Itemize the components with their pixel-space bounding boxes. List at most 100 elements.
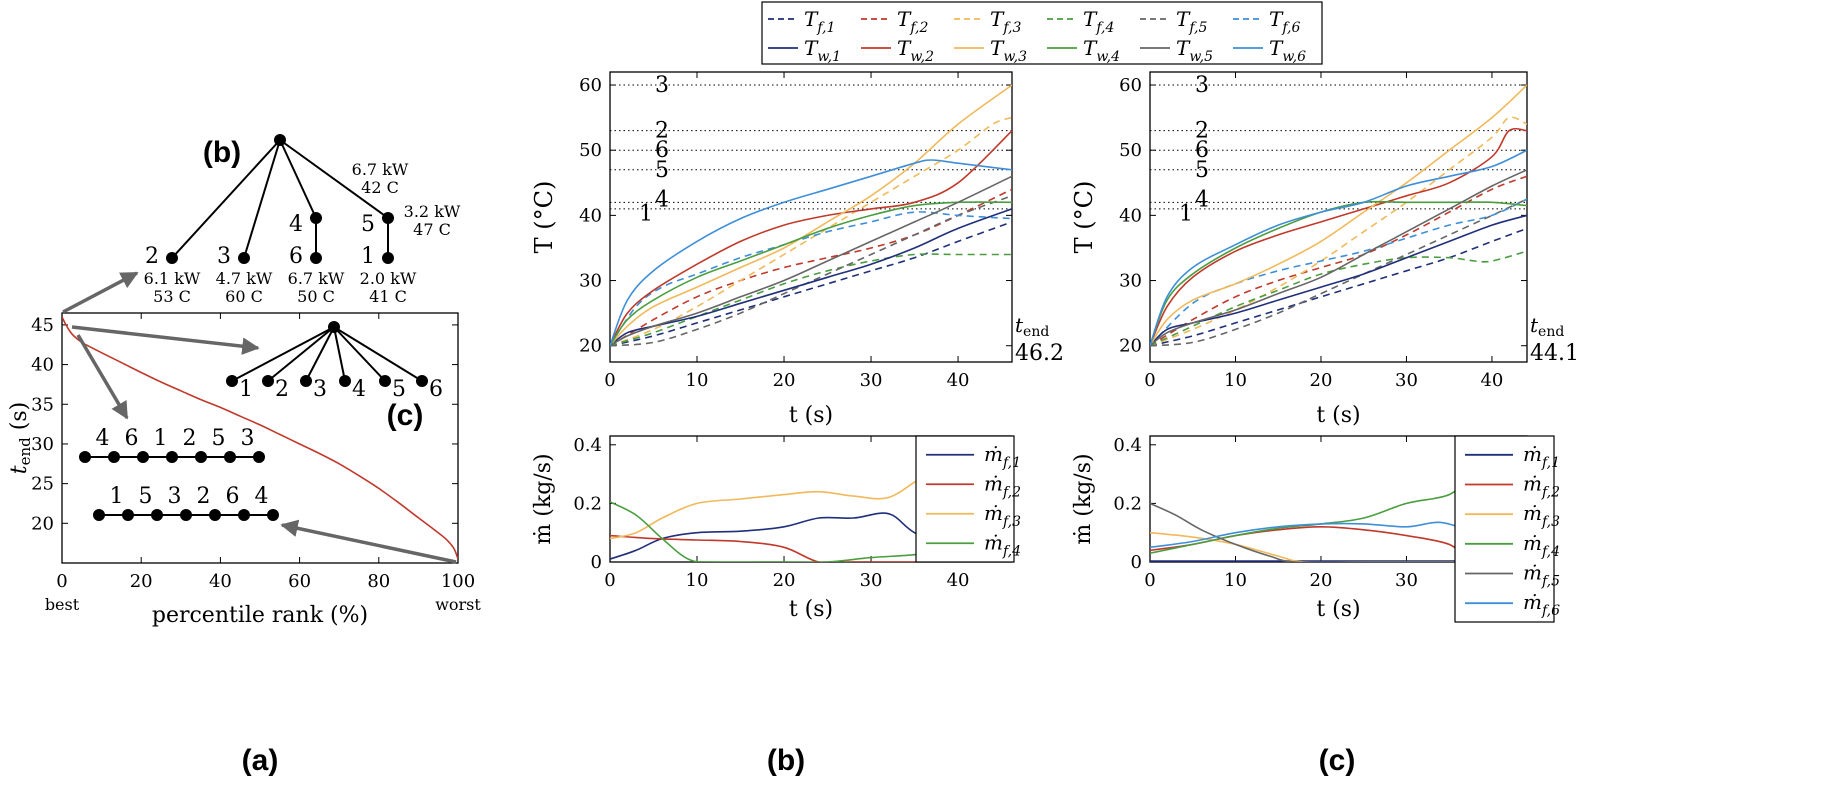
node-power: 6.7 kW: [288, 269, 345, 288]
series-line: [1150, 169, 1527, 347]
legend-entry: ṁf,1: [984, 442, 1021, 471]
y-axis-label: tend (s): [7, 402, 34, 474]
x-tick-label: 20: [773, 370, 796, 391]
y-tick-label: 0: [1131, 552, 1142, 573]
tree-node: [166, 252, 178, 264]
series-line: [1150, 149, 1527, 346]
ticks: 0 10 20 30 40 20 30 40 50 60: [1119, 72, 1527, 391]
ref-label: 4: [655, 187, 669, 212]
ref-label: 3: [655, 73, 669, 98]
node-label: 4: [289, 212, 303, 237]
node-power: 4.7 kW: [216, 269, 273, 288]
y-tick-label: 60: [579, 75, 602, 96]
series-line: [610, 201, 1012, 347]
chart-b-top: 0 10 20 30 40 20 30 40 50 60 3 265 41 T (°C) t (s) tend…: [530, 71, 1064, 428]
legend-entry: Tw,4: [1083, 36, 1120, 65]
legend-entry: Tf,5: [1176, 7, 1207, 36]
series-group: [1150, 84, 1527, 347]
ticks: 0 10 20 30 40 20 30 40 50 60: [579, 72, 1012, 391]
plot-frame: [61, 312, 459, 564]
tree-node: [382, 252, 394, 264]
y-tick-label: 35: [31, 394, 54, 415]
legend-frame: [915, 435, 1015, 563]
reference-lines: 3 265 41: [1150, 73, 1527, 226]
tree-node: [209, 509, 221, 521]
tree-node: [300, 375, 312, 387]
tree-node: [166, 451, 178, 463]
arrow: [71, 325, 260, 355]
series-line: [610, 221, 1012, 347]
chain-1-label: 1: [154, 426, 168, 451]
chain-2-label: 1: [110, 484, 124, 509]
legend-entry: Tf,1: [804, 7, 835, 36]
legend-frame: [1454, 435, 1555, 623]
chain-2-label: 6: [226, 484, 240, 509]
y-tick-label: 60: [1119, 75, 1142, 96]
legend-entry: ṁf,2: [1523, 472, 1560, 501]
x-tick-label: 80: [367, 571, 390, 592]
legend: ṁf,1ṁf,2ṁf,3ṁf,4: [915, 435, 1021, 563]
node-label: 5: [361, 212, 375, 237]
legend-entry: ṁf,5: [1523, 561, 1560, 590]
legend-entry: ṁf,3: [984, 501, 1021, 530]
tree-node: [79, 451, 91, 463]
t-end-value: 44.1: [1530, 341, 1579, 366]
chain-1-label: 3: [241, 426, 255, 451]
tree-edge: [333, 326, 423, 382]
inset-c-label: (c): [387, 399, 424, 432]
series-line: [1150, 214, 1527, 347]
y-tick-label: 25: [31, 474, 54, 495]
x-tick-label: 20: [1310, 370, 1333, 391]
node-temp: 60 C: [225, 287, 263, 306]
series-line: [1150, 502, 1527, 562]
series-line: [610, 208, 1012, 347]
chain-1-label: 6: [125, 426, 139, 451]
y-axis-label: T (°C): [1070, 181, 1098, 254]
x-tick-label: 30: [1395, 570, 1418, 591]
y-tick-label: 40: [1119, 205, 1142, 226]
x-tick-label: 10: [1224, 570, 1247, 591]
node-label: 3: [217, 244, 231, 269]
ref-label: 5: [655, 158, 669, 183]
ref-label: 5: [1195, 158, 1209, 183]
x-tick-label: 100: [441, 571, 475, 592]
series-line: [1150, 84, 1527, 347]
ref-label: 2: [1195, 119, 1209, 144]
tree-edge: [333, 326, 346, 382]
x-tick-label: 20: [130, 571, 153, 592]
node-temp: 53 C: [153, 287, 191, 306]
y-tick-label: 20: [579, 336, 602, 357]
legend-entry: Tw,2: [897, 36, 934, 65]
tree-edge: [171, 139, 281, 259]
legend-entry: ṁf,6: [1523, 590, 1560, 619]
tree-edge: [333, 326, 386, 382]
arrows: [62, 271, 457, 564]
node-label: 6: [289, 244, 303, 269]
x-tick-label: 0: [1144, 370, 1155, 391]
tree-edge: [279, 139, 389, 219]
legend-entry: ṁf,1: [1523, 442, 1560, 471]
tree-edge: [305, 326, 335, 382]
series-line: [610, 159, 1012, 346]
y-tick-label: 0.2: [1113, 493, 1142, 514]
tree-node: [93, 509, 105, 521]
series-line: [1150, 116, 1527, 347]
x-axis-label: t (s): [1316, 403, 1360, 428]
node-label: 2: [275, 377, 289, 402]
y-tick-label: 30: [579, 271, 602, 292]
chain-2-label: 2: [197, 484, 211, 509]
ref-label: 1: [1179, 201, 1193, 226]
y-axis-label: T (°C): [530, 181, 558, 254]
tree-node: [416, 375, 428, 387]
series-line: [1150, 250, 1527, 347]
y-tick-label: 0: [591, 552, 602, 573]
tree-edge: [267, 326, 335, 382]
reference-lines: 3 265 41: [610, 73, 1012, 226]
legend-entry: ṁf,2: [984, 471, 1021, 500]
x-tick-label: 60: [288, 571, 311, 592]
y-tick-label: 40: [579, 205, 602, 226]
chart-c-top: 0 10 20 30 40 20 30 40 50 60 3 265 41 T (°C) t (s) tend…: [1070, 71, 1579, 428]
